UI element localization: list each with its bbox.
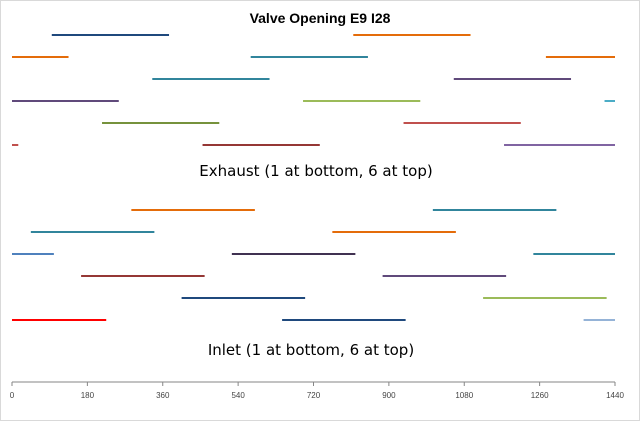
exhaust-annotation: Exhaust (1 at bottom, 6 at top) <box>199 162 432 180</box>
x-tick-label: 900 <box>382 391 396 400</box>
chart-title: Valve Opening E9 I28 <box>250 10 391 26</box>
inlet-annotation: Inlet (1 at bottom, 6 at top) <box>208 341 414 359</box>
x-tick-label: 720 <box>307 391 321 400</box>
x-axis: 0 180 360 540 720 900 1080 1260 1440 <box>10 381 624 400</box>
x-tick-label: 1440 <box>606 391 624 400</box>
x-tick-label: 1260 <box>531 391 549 400</box>
x-tick-label: 180 <box>81 391 95 400</box>
x-tick-label: 540 <box>231 391 245 400</box>
series-marks <box>12 34 615 321</box>
x-tick-label: 0 <box>10 391 15 400</box>
x-tick-label: 1080 <box>455 391 473 400</box>
x-tick-label: 360 <box>156 391 170 400</box>
